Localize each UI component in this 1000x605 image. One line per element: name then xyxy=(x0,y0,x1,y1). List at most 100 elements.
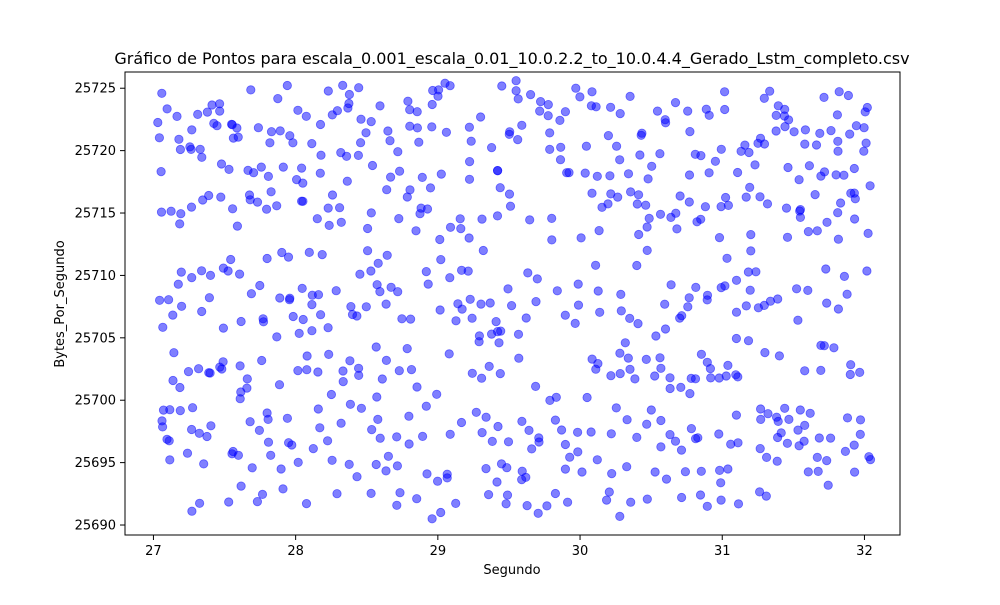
scatter-point xyxy=(436,255,446,265)
scatter-point xyxy=(393,287,403,297)
scatter-point xyxy=(352,472,362,482)
scatter-point xyxy=(829,343,839,353)
scatter-point xyxy=(839,170,849,180)
scatter-point xyxy=(274,380,285,390)
x-tick-label: 29 xyxy=(430,544,447,559)
scatter-point xyxy=(615,109,625,119)
scatter-point xyxy=(684,170,695,180)
scatter-point xyxy=(183,366,194,377)
scatter-point xyxy=(199,459,209,469)
scatter-point xyxy=(313,404,323,414)
scatter-point xyxy=(864,452,874,462)
scatter-point xyxy=(272,332,282,342)
scatter-point xyxy=(405,314,416,324)
scatter-point xyxy=(849,163,859,174)
scatter-point xyxy=(477,214,487,224)
scatter-point xyxy=(381,299,391,309)
scatter-point xyxy=(195,144,205,154)
scatter-point xyxy=(332,106,342,116)
scatter-point xyxy=(642,245,652,255)
scatter-point xyxy=(849,467,860,477)
scatter-point xyxy=(404,411,414,421)
scatter-point xyxy=(845,369,855,380)
scatter-point xyxy=(706,373,716,383)
scatter-point xyxy=(607,468,617,479)
scatter-point xyxy=(217,364,227,374)
scatter-point xyxy=(216,192,226,202)
scatter-point xyxy=(606,371,616,381)
scatter-point xyxy=(763,409,773,419)
scatter-point xyxy=(592,171,602,181)
scatter-point xyxy=(266,187,276,197)
scatter-point xyxy=(324,349,334,359)
scatter-point xyxy=(423,279,433,289)
scatter-point xyxy=(392,461,402,471)
scatter-point xyxy=(283,252,294,262)
scatter-point xyxy=(846,360,856,370)
scatter-point xyxy=(505,201,516,211)
scatter-point xyxy=(656,442,666,452)
scatter-point xyxy=(375,101,385,111)
scatter-point xyxy=(780,104,790,115)
scatter-point xyxy=(257,355,267,366)
scatter-point xyxy=(670,98,681,108)
scatter-point xyxy=(733,438,743,448)
scatter-point xyxy=(301,498,312,509)
scatter-point xyxy=(186,202,197,212)
scatter-point xyxy=(226,254,236,265)
scatter-point xyxy=(202,107,212,117)
scatter-point xyxy=(535,106,545,116)
y-tick-label: 25725 xyxy=(75,82,116,97)
scatter-point xyxy=(773,416,783,426)
scatter-point xyxy=(495,368,505,379)
scatter-point xyxy=(635,150,645,160)
scatter-point xyxy=(761,452,772,462)
scatter-point xyxy=(164,295,174,305)
scatter-point xyxy=(812,226,822,236)
scatter-point xyxy=(294,328,304,338)
scatter-point xyxy=(851,121,862,131)
scatter-point xyxy=(302,351,312,361)
scatter-point xyxy=(246,289,256,299)
scatter-point xyxy=(406,364,417,375)
x-tick-label: 27 xyxy=(145,544,162,559)
scatter-point xyxy=(525,90,536,100)
scatter-point xyxy=(266,127,277,137)
scatter-point xyxy=(356,114,366,124)
scatter-point xyxy=(581,141,592,151)
scatter-point xyxy=(534,437,544,447)
scatter-point xyxy=(373,414,383,424)
scatter-point xyxy=(173,279,183,289)
scatter-point xyxy=(235,269,245,279)
scatter-point xyxy=(403,96,413,106)
scatter-point xyxy=(206,421,216,431)
scatter-point xyxy=(336,418,346,428)
scatter-point xyxy=(676,382,686,392)
scatter-point xyxy=(655,149,665,159)
scatter-point xyxy=(475,112,486,122)
scatter-point xyxy=(367,160,378,171)
scatter-point xyxy=(266,450,276,460)
scatter-point xyxy=(692,217,702,227)
scatter-point xyxy=(440,78,450,88)
scatter-point xyxy=(762,199,773,209)
scatter-point xyxy=(562,497,573,507)
scatter-point xyxy=(731,333,742,344)
scatter-point xyxy=(486,143,497,153)
scatter-point xyxy=(204,190,214,201)
scatter-point xyxy=(523,268,533,278)
scatter-point xyxy=(800,366,810,376)
scatter-point xyxy=(513,135,523,145)
scatter-point xyxy=(153,117,163,128)
scatter-point xyxy=(157,88,167,98)
scatter-point xyxy=(402,343,412,354)
scatter-point xyxy=(503,284,513,294)
scatter-point xyxy=(855,429,865,439)
scatter-point xyxy=(186,144,196,154)
scatter-point xyxy=(556,425,567,435)
y-axis: 25690 25695 25700 25705 25710 25715 25720 25725 xyxy=(75,82,125,534)
scatter-point xyxy=(372,392,382,402)
scatter-point xyxy=(464,157,475,167)
scatter-point xyxy=(719,87,730,97)
